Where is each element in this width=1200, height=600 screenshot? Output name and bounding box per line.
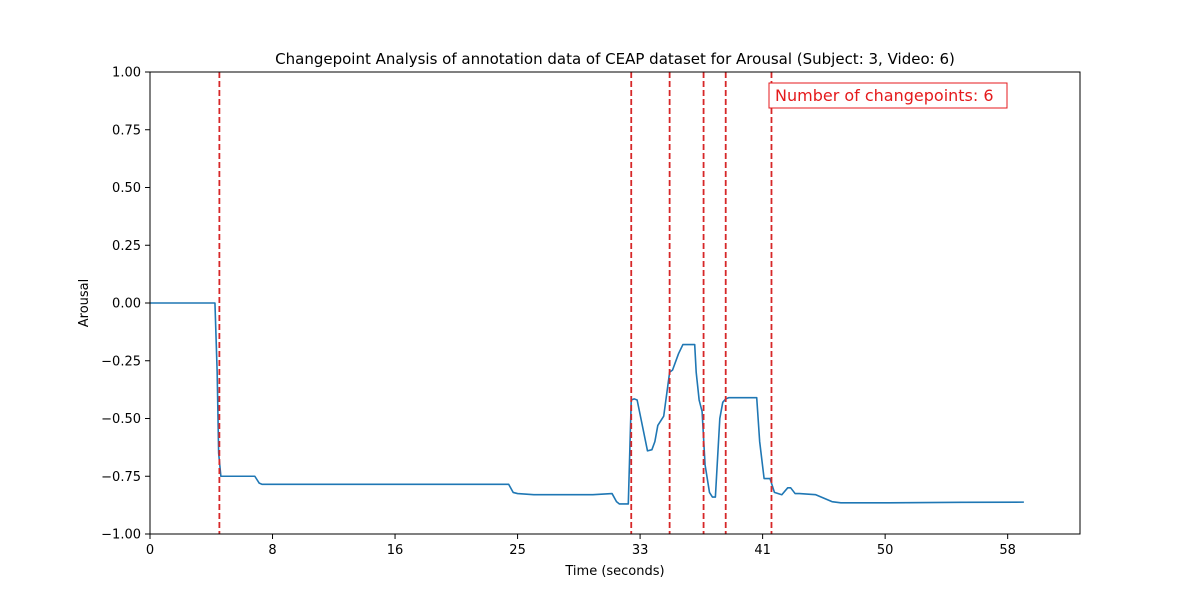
y-tick-label-0: −1.00 — [101, 528, 141, 543]
x-tick-label-5: 41 — [754, 543, 771, 558]
y-tick-label-8: 1.00 — [112, 66, 141, 81]
y-tick-label-2: −0.50 — [101, 412, 141, 427]
chart-title: Changepoint Analysis of annotation data … — [275, 50, 955, 68]
annotation-text: Number of changepoints: 6 — [775, 86, 994, 105]
x-tick-label-1: 8 — [268, 543, 276, 558]
changepoint-count-annotation: Number of changepoints: 6 — [768, 82, 1008, 109]
plot-area — [150, 72, 1024, 534]
y-tick-label-1: −0.75 — [101, 470, 141, 485]
x-tick-label-3: 25 — [509, 543, 526, 558]
y-axis: −1.00 −0.75 −0.50 −0.25 0.00 0.25 0.50 0.75 1.00 — [101, 66, 150, 543]
plot-frame — [149, 71, 1081, 535]
x-tick-label-6: 50 — [877, 543, 894, 558]
x-tick-label-0: 0 — [146, 543, 154, 558]
y-tick-label-7: 0.75 — [112, 123, 141, 138]
x-tick-label-4: 33 — [632, 543, 649, 558]
series-line-0 — [150, 302, 1024, 505]
x-tick-label-2: 16 — [387, 543, 404, 558]
annotation-box — [768, 82, 1008, 109]
x-tick-label-7: 58 — [999, 543, 1016, 558]
y-tick-label-3: −0.25 — [101, 354, 141, 369]
x-axis: 0 8 16 25 33 41 50 58 — [146, 534, 1016, 558]
y-tick-label-4: 0.00 — [112, 297, 141, 312]
y-axis-label: Arousal — [77, 279, 92, 328]
y-tick-label-6: 0.50 — [112, 181, 141, 196]
x-axis-label: Time (seconds) — [564, 564, 664, 579]
y-tick-label-5: 0.25 — [112, 239, 141, 254]
